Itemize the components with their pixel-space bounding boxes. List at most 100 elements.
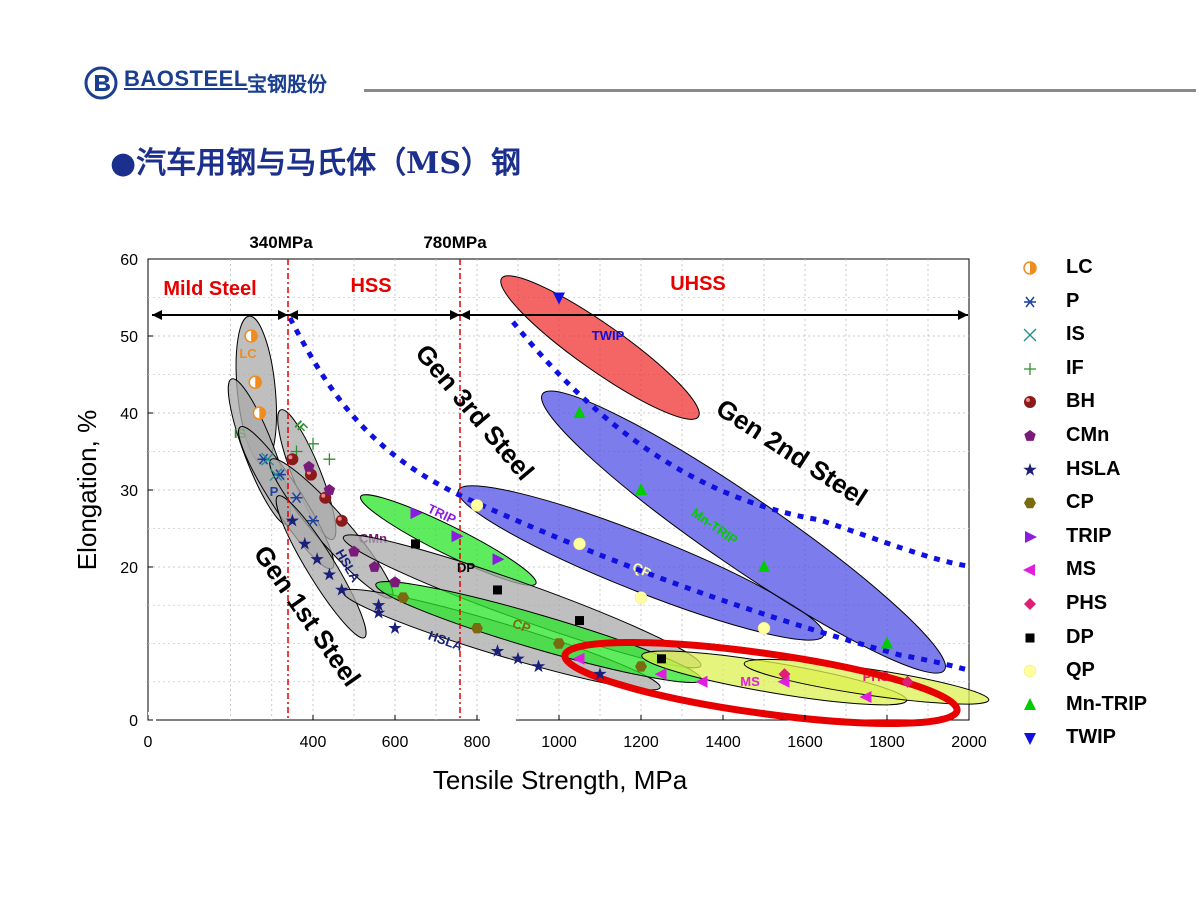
legend-marker-lc (1023, 261, 1037, 275)
y-tick-label: 40 (120, 406, 138, 423)
legend-symbol-is (1023, 328, 1037, 342)
region-label-ms: MS (740, 674, 760, 689)
x-tick-label: 1400 (705, 734, 741, 751)
y-tick-label: 20 (120, 560, 138, 577)
legend-symbol-trip (1025, 530, 1037, 543)
data-point-mn-trip (635, 483, 647, 495)
legend-label-lc: LC (1066, 256, 1093, 278)
region-ellipse-trip (359, 494, 537, 586)
x-tick-label: 1800 (869, 734, 905, 751)
legend-label-twip: TWIP (1066, 726, 1116, 749)
data-point-bh (335, 514, 348, 527)
legend-item-trip: TRIP (1020, 521, 1190, 555)
data-point-mn-trip (758, 560, 770, 572)
mild-steel-label: Mild Steel (163, 278, 256, 300)
data-point-hsla (593, 667, 607, 680)
legend-marker-qp (1023, 664, 1037, 678)
axis-break-mid (480, 712, 516, 746)
x-tick-label: 400 (300, 734, 327, 751)
hss-label: HSS (350, 275, 391, 297)
legend-item-cmn: CMn (1020, 420, 1190, 454)
data-point-trip (492, 553, 505, 566)
gen2-boundary-curve (511, 320, 969, 569)
data-point-if (307, 437, 319, 450)
data-point-ms (654, 668, 667, 681)
data-point-mn-trip (881, 636, 893, 649)
data-point-dp (575, 616, 584, 626)
region-ellipse-qp (457, 485, 825, 641)
data-point-cmn (348, 545, 360, 557)
gen1-boundary-curve (287, 316, 969, 673)
x-tick-label: 800 (464, 734, 491, 751)
legend-item-mn-trip: Mn-TRIP (1020, 689, 1190, 723)
legend-item-if: IF (1020, 353, 1190, 387)
data-point-hsla (531, 659, 546, 673)
legend-item-twip: TWIP (1020, 722, 1190, 756)
legend-marker-twip (1024, 733, 1036, 746)
legend-label-cp: CP (1066, 491, 1094, 514)
legend-label-cmn: CMn (1066, 423, 1110, 446)
legend-item-bh: BH (1020, 386, 1190, 420)
data-point-qp (470, 499, 484, 512)
data-point-hsla (335, 583, 349, 596)
threshold-340-label: 340MPa (249, 233, 313, 252)
header-rule (364, 89, 1196, 92)
legend-marker-trip (1025, 530, 1037, 543)
legend-label-trip: TRIP (1066, 524, 1112, 547)
legend-item-hsla: HSLA (1020, 454, 1190, 488)
data-point-phs (901, 675, 914, 688)
legend-symbol-p (1024, 296, 1036, 308)
legend-marker-mn-trip (1024, 697, 1036, 710)
arrowhead (152, 310, 162, 320)
data-point-cp (635, 661, 647, 672)
data-point-cmn (303, 460, 315, 472)
data-point-hsla (371, 605, 386, 619)
x-axis-title: Tensile Strength, MPa (433, 765, 688, 795)
data-point-qp (757, 621, 771, 635)
steel-property-chart: LCISIFPCMnHSLAHSLATRIPDPCPQPTWIPMn-TRIPM… (72, 233, 990, 795)
region-label-twip: TWIP (592, 328, 625, 343)
x-tick-label: 1000 (541, 734, 577, 751)
data-point-dp (411, 539, 420, 549)
data-point-hsla (298, 536, 312, 550)
x-tick-label: 1600 (787, 734, 823, 751)
legend-item-qp: QP (1020, 655, 1190, 689)
y-tick-label: 50 (120, 329, 138, 346)
legend-label-p: P (1066, 289, 1080, 312)
x-tick-label: 1200 (623, 734, 659, 751)
data-point-cp (553, 638, 565, 649)
data-point-twip (553, 292, 565, 305)
legend-label-if: IF (1066, 356, 1084, 379)
data-point-lc-fill (255, 376, 262, 389)
arrowhead (278, 310, 288, 320)
data-point-hsla (388, 621, 402, 634)
x-tick-label: 0 (144, 734, 153, 751)
data-point-phs (778, 668, 791, 681)
legend-item-dp: DP (1020, 622, 1190, 656)
legend-symbol-twip (1024, 733, 1036, 746)
chart-legend: LC P IS IF BH CMn HSLA CP TRIP MS PHS DP QP Mn-TRIP TW… (1020, 252, 1190, 756)
legend-marker-cmn (1024, 429, 1036, 441)
legend-marker-ms (1023, 564, 1035, 577)
legend-marker-dp (1025, 633, 1035, 643)
arrowhead (450, 310, 460, 320)
legend-symbol-hsla (1023, 462, 1037, 476)
data-point-lc-fill (251, 330, 258, 342)
legend-label-qp: QP (1066, 659, 1095, 682)
logo-text: BAOSTEEL (124, 66, 248, 91)
x-tick-label: 600 (382, 734, 409, 751)
data-point-p (307, 515, 319, 527)
legend-label-mn-trip: Mn-TRIP (1066, 692, 1148, 715)
legend-symbol-ms (1023, 564, 1035, 577)
data-point-bh-shine (337, 516, 342, 521)
data-point-mn-trip (573, 406, 586, 418)
y-tick-label: 60 (120, 252, 138, 269)
data-point-bh-shine (321, 493, 326, 498)
arrowhead (288, 310, 298, 320)
data-point-ms (695, 675, 708, 688)
data-point-hsla (490, 644, 505, 657)
legend-marker-if (1024, 362, 1036, 375)
legend-label-ms: MS (1066, 558, 1096, 581)
x-tick-label: 2000 (951, 734, 987, 751)
legend-marker-p (1024, 296, 1036, 308)
